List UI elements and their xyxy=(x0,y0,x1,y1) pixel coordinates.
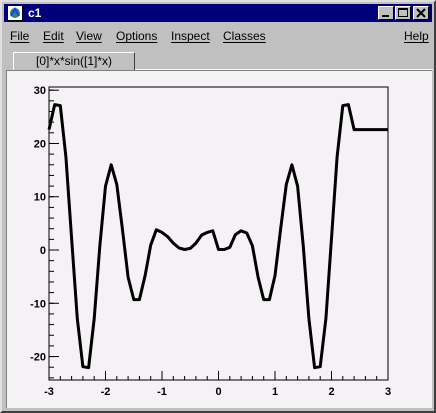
close-button[interactable] xyxy=(413,6,429,20)
x-tick-label: 3 xyxy=(385,386,391,398)
series-line xyxy=(47,103,388,370)
y-tick-label: -20 xyxy=(30,352,46,364)
close-icon xyxy=(416,8,426,18)
menu-help[interactable]: Help xyxy=(404,29,429,43)
menu-edit[interactable]: Edit xyxy=(43,29,64,43)
root-app-icon xyxy=(7,5,23,21)
x-tick-label: -3 xyxy=(44,386,54,398)
y-tick-label: 0 xyxy=(40,245,46,257)
minimize-button[interactable] xyxy=(378,6,394,20)
y-tick-label: 10 xyxy=(34,192,46,204)
menu-classes[interactable]: Classes xyxy=(223,29,266,43)
menu-inspect[interactable]: Inspect xyxy=(171,29,210,43)
y-tick-label: 30 xyxy=(34,85,46,97)
x-tick-label: 2 xyxy=(328,386,334,398)
tab-divider xyxy=(135,69,433,70)
maximize-button[interactable] xyxy=(395,6,411,20)
x-tick-label: 1 xyxy=(272,386,278,398)
canvas-tab[interactable]: [0]*x*sin([1]*x) xyxy=(13,52,135,70)
x-tick-label: 0 xyxy=(215,386,221,398)
menu-bar: File Edit View Options Inspect Classes H… xyxy=(4,26,432,46)
window-title: c1 xyxy=(28,6,42,20)
x-tick-label: -2 xyxy=(101,386,111,398)
minimize-icon xyxy=(382,15,389,17)
plot-canvas[interactable]: -3 -2 -1 0 1 2 3 -20 -10 0 10 20 30 xyxy=(6,70,432,408)
menu-view[interactable]: View xyxy=(76,29,102,43)
x-tick-label: -1 xyxy=(157,386,167,398)
menu-file[interactable]: File xyxy=(10,29,30,43)
y-tick-label: 20 xyxy=(34,138,46,150)
y-tick-label: -10 xyxy=(30,298,46,310)
title-bar[interactable]: c1 xyxy=(4,4,432,22)
maximize-icon xyxy=(398,8,408,17)
menu-options[interactable]: Options xyxy=(116,29,158,43)
